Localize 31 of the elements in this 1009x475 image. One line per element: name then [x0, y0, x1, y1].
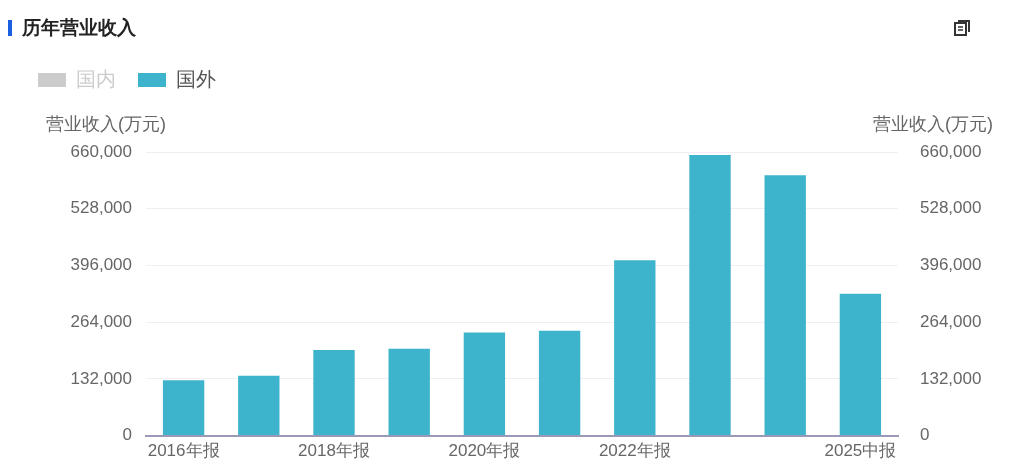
bar: [388, 348, 430, 436]
bar: [162, 380, 205, 436]
y2-tick-label: 0: [920, 425, 930, 445]
x-tick-label: 2020年报: [448, 441, 521, 461]
y2-tick-label: 528,000: [920, 198, 982, 218]
x-tick-label: 2018年报: [298, 441, 370, 461]
bar: [238, 375, 280, 436]
x-tick-label: 2022年报: [598, 441, 671, 461]
bar: [614, 260, 656, 436]
bar: [764, 175, 806, 436]
y-tick-label: 132,000: [70, 368, 132, 388]
y-tick-label: 660,000: [70, 141, 132, 161]
bar: [463, 332, 506, 436]
bar: [689, 155, 731, 436]
y-axis-title: 营业收入(万元): [46, 113, 166, 134]
y2-tick-label: 264,000: [920, 311, 982, 331]
bar: [839, 293, 882, 436]
y-tick-label: 0: [122, 425, 132, 445]
legend-label: 国外: [176, 67, 216, 90]
x-tick-label: 2016年报: [147, 441, 220, 461]
chart-title: 历年营业收入: [22, 16, 136, 40]
y2-tick-label: 132,000: [920, 368, 982, 388]
bar: [538, 330, 581, 436]
y2-tick-label: 660,000: [920, 141, 982, 161]
y-tick-label: 396,000: [70, 255, 132, 275]
y-tick-label: 264,000: [70, 311, 132, 331]
x-tick-label: 2025中报: [824, 441, 897, 461]
bar: [313, 350, 355, 436]
y2-axis-title: 营业收入(万元): [873, 113, 993, 134]
y-tick-label: 528,000: [70, 198, 132, 218]
y2-tick-label: 396,000: [920, 255, 982, 275]
